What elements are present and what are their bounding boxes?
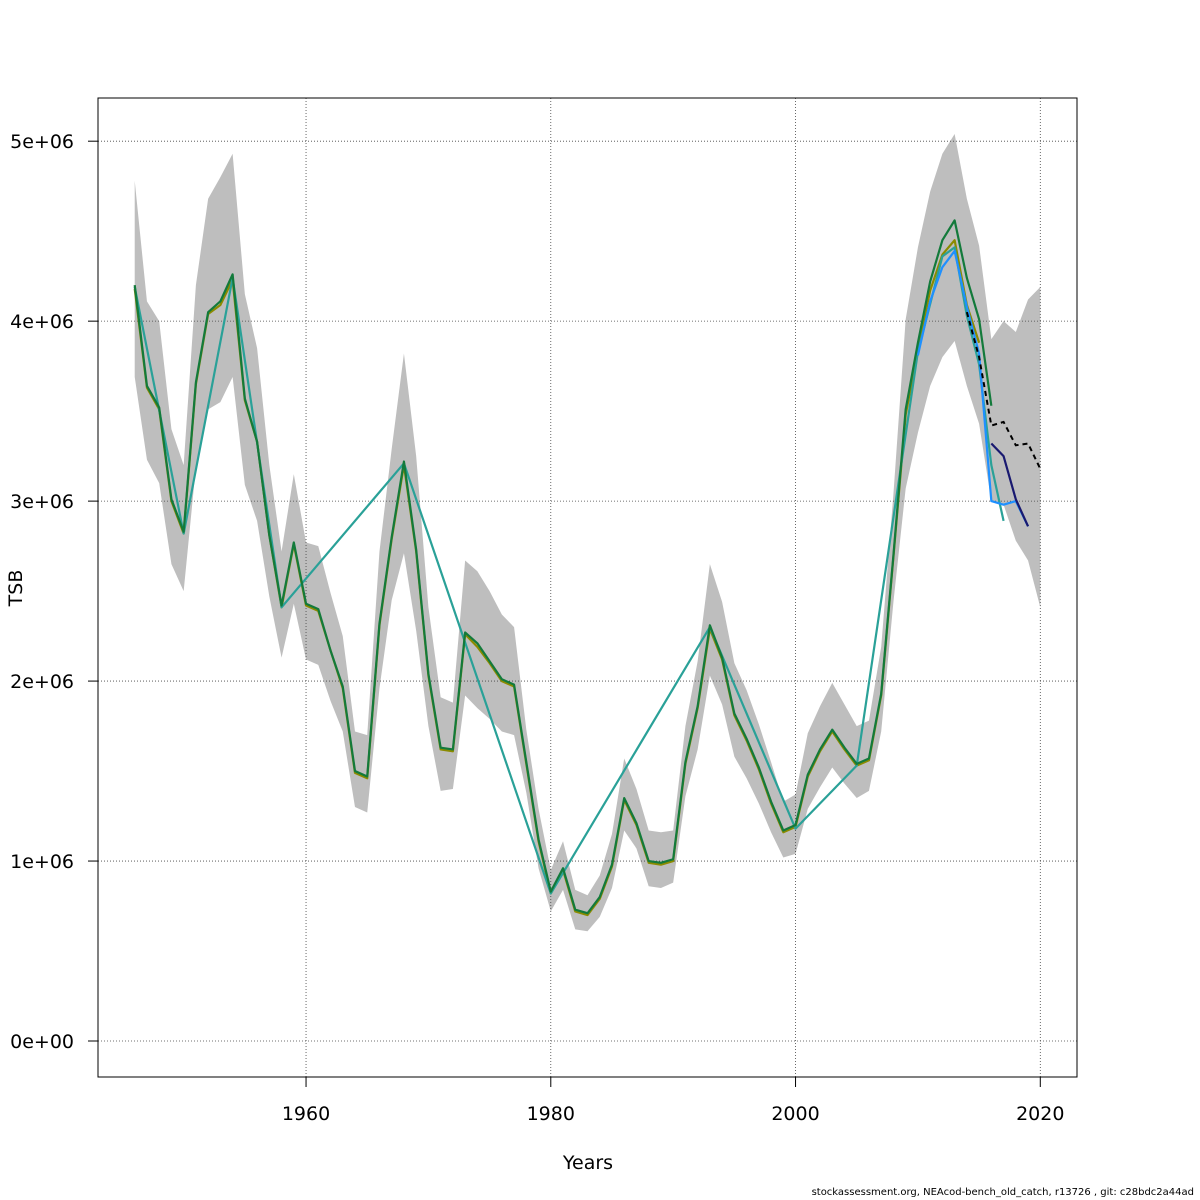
x-tick-label: 1980 bbox=[527, 1103, 575, 1125]
x-tick-label: 1960 bbox=[282, 1103, 330, 1125]
y-tick-label: 2e+06 bbox=[10, 671, 74, 693]
series-line-2 bbox=[133, 246, 1005, 895]
grid-layer bbox=[98, 98, 1077, 1077]
y-tick-label: 0e+00 bbox=[10, 1031, 74, 1053]
confidence-band-layer bbox=[134, 133, 1041, 932]
forecast-dashed-line bbox=[965, 311, 1042, 470]
plot-frame bbox=[97, 97, 1078, 1078]
x-tick-label: 2000 bbox=[771, 1103, 819, 1125]
footer-credit: stockassessment.org, NEAcod-bench_old_ca… bbox=[811, 1187, 1194, 1198]
y-axis: 0e+00 1e+06 2e+06 3e+06 4e+06 5e+06 bbox=[10, 131, 98, 1053]
x-axis-title: Years bbox=[562, 1152, 613, 1174]
y-tick-label: 3e+06 bbox=[10, 491, 74, 513]
series-line-4 bbox=[990, 442, 1030, 527]
y-tick-label: 5e+06 bbox=[10, 131, 74, 153]
series-line-5 bbox=[133, 219, 993, 915]
x-tick-label: 2020 bbox=[1016, 1103, 1064, 1125]
series-line-3 bbox=[916, 249, 1030, 527]
series-layer bbox=[133, 219, 1042, 917]
y-tick-label: 4e+06 bbox=[10, 311, 74, 333]
x-axis: 1960 1980 2000 2020 bbox=[282, 1077, 1064, 1125]
series-line-1 bbox=[133, 239, 981, 917]
y-axis-title: TSB bbox=[5, 570, 27, 608]
confidence-band bbox=[134, 133, 1041, 932]
y-tick-label: 1e+06 bbox=[10, 851, 74, 873]
